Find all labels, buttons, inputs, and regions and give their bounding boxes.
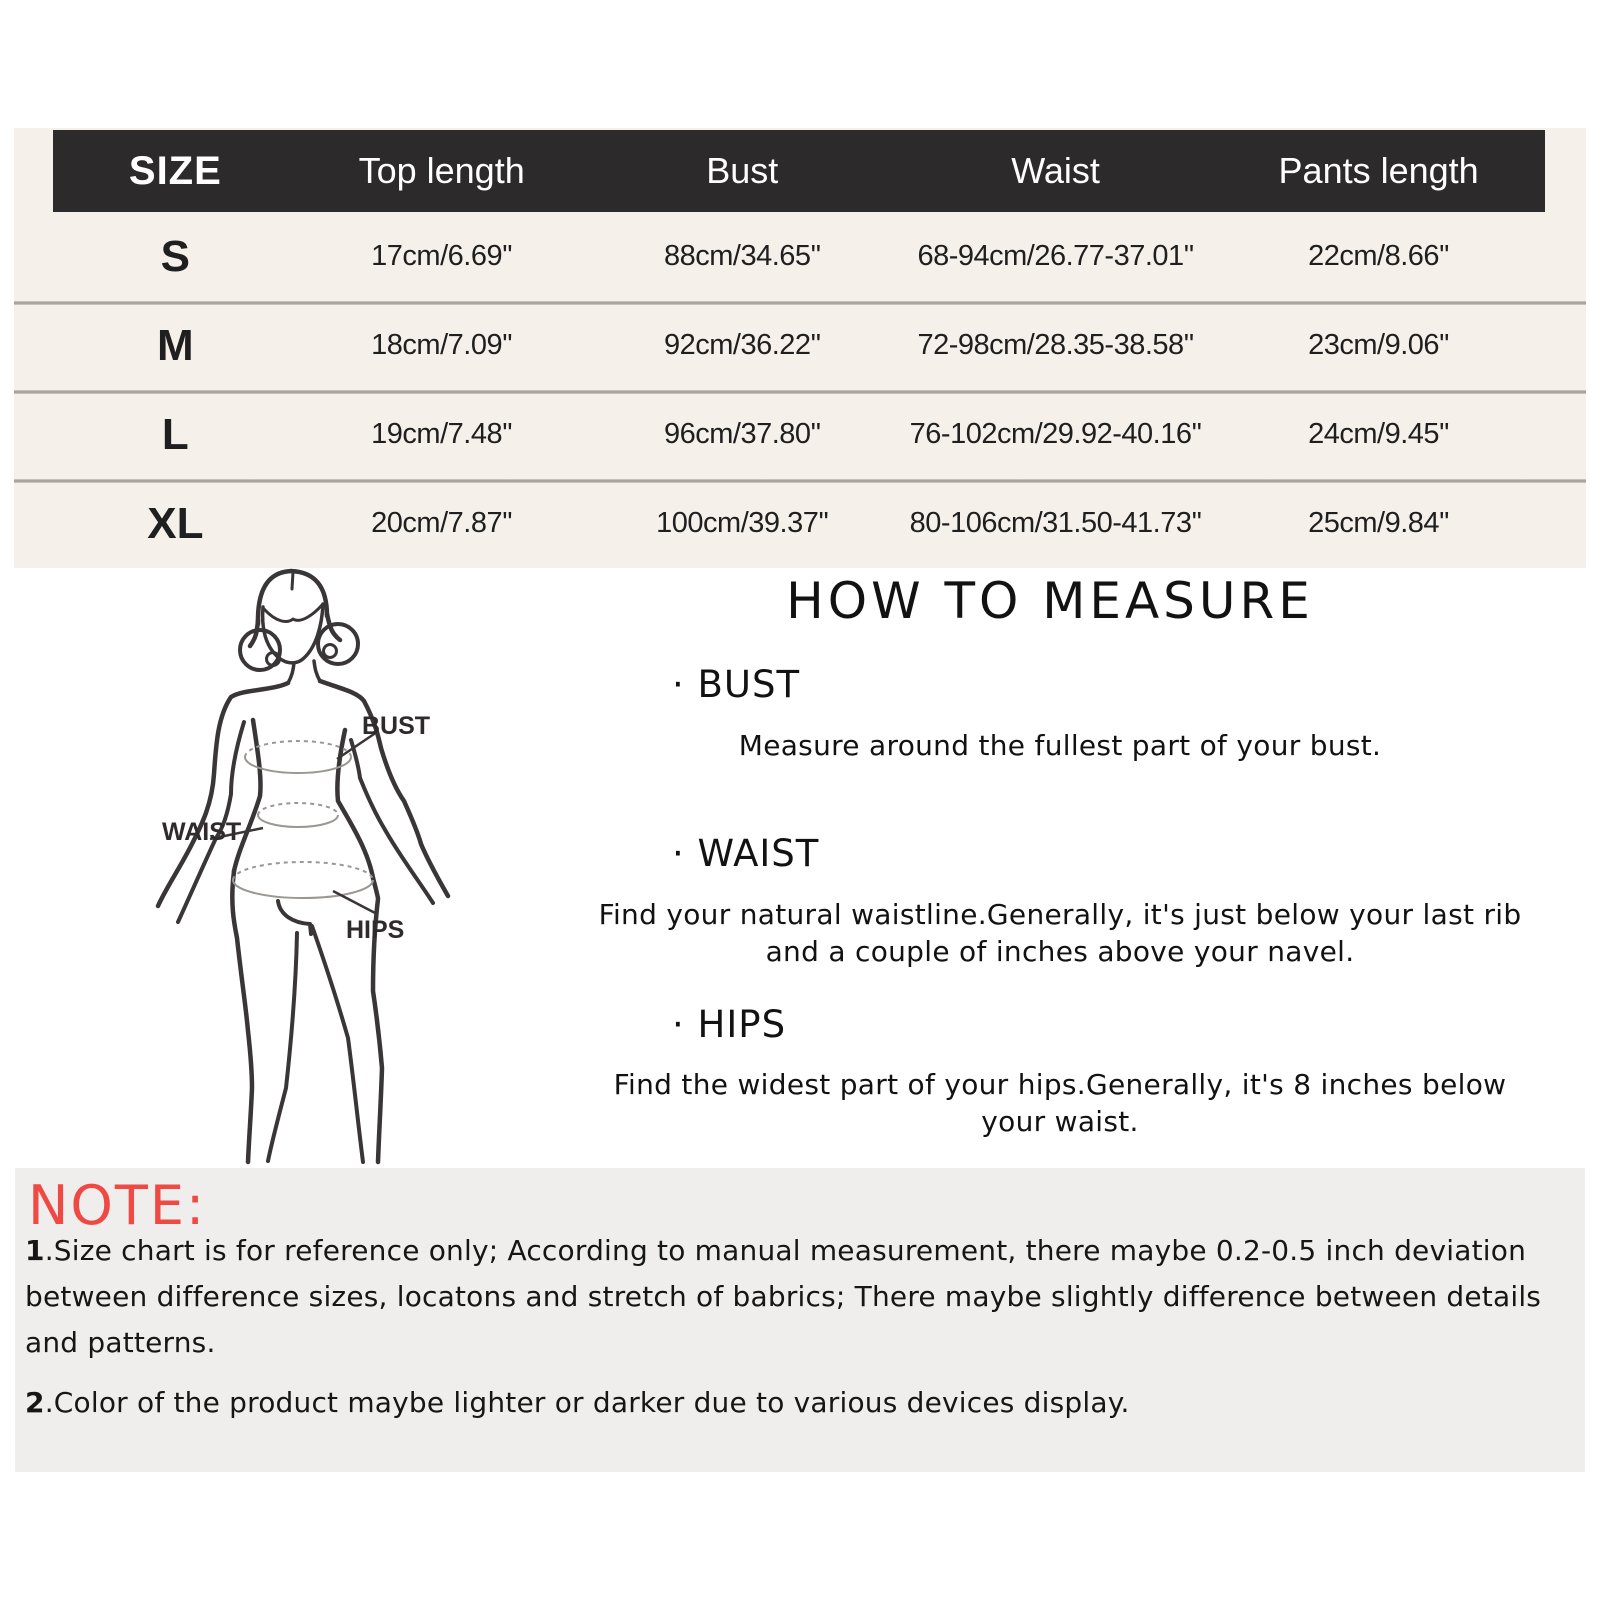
figure-hair-right [324, 611, 343, 643]
cell-top-length: 17cm/6.69'' [371, 240, 513, 272]
waist-bullet-label: · WAIST [672, 832, 820, 875]
cell-bust: 100cm/39.37'' [656, 507, 829, 539]
cell-waist: 72-98cm/28.35-38.58'' [917, 329, 1194, 361]
bust-description: Measure around the fullest part of your … [575, 727, 1545, 764]
waist-description-line: and a couple of inches above your navel. [765, 935, 1355, 968]
note-line: 1.Size chart is for reference only; Acco… [25, 1228, 1541, 1274]
cell-size: XL [147, 498, 204, 548]
figure-arm-left-outer [155, 680, 291, 909]
how-to-measure-title: HOW TO MEASURE [786, 572, 1314, 630]
hips-line-dashed [232, 861, 374, 881]
figure-hair [255, 568, 330, 627]
cell-bust: 88cm/34.65'' [663, 240, 821, 272]
row-divider [14, 479, 1586, 483]
cell-top-length: 19cm/7.48'' [371, 418, 513, 450]
bust-pointer-line [336, 730, 378, 761]
hips-description: Find the widest part of your hips.Genera… [575, 1066, 1545, 1140]
note-title: NOTE: [28, 1174, 207, 1237]
figure-earring-left [265, 651, 281, 667]
figure-leg-left-outer [230, 868, 255, 1165]
note-number: 2 [25, 1386, 45, 1419]
cell-pants-length: 25cm/9.84'' [1308, 507, 1450, 539]
waist-line [257, 814, 339, 828]
figure-leg-left-inner [266, 931, 299, 1163]
table-row-l: L 19cm/7.48'' 96cm/37.80'' 76-102cm/29.9… [53, 390, 1545, 479]
bust-line-dashed [244, 740, 352, 758]
bust-line [244, 756, 352, 774]
figure-leg-right-outer [370, 875, 385, 1165]
cell-waist: 80-106cm/31.50-41.73'' [909, 507, 1202, 539]
cell-size: M [157, 320, 194, 370]
row-divider [14, 301, 1586, 305]
size-chart-body: S 17cm/6.69'' 88cm/34.65'' 68-94cm/26.77… [53, 212, 1545, 568]
waist-description-line: Find your natural waistline.Generally, i… [598, 898, 1522, 931]
figure-neck-left [286, 661, 296, 685]
body-measurement-figure: BUST WAIST HIPS [155, 568, 451, 1165]
cell-top-length: 18cm/7.09'' [371, 329, 513, 361]
figure-neck-right [312, 659, 322, 683]
hips-pointer-line [332, 889, 378, 916]
column-header-pants-length: Pants length [1278, 150, 1479, 191]
figure-crotch [276, 899, 313, 936]
cell-top-length: 20cm/7.87'' [371, 507, 513, 539]
note-item-1: 1.Size chart is for reference only; Acco… [25, 1228, 1541, 1366]
column-header-top-length: Top length [358, 150, 525, 191]
row-divider [14, 390, 1586, 394]
waist-description: Find your natural waistline.Generally, i… [575, 896, 1545, 970]
note-text: .Color of the product maybe lighter or d… [44, 1386, 1130, 1419]
column-header-waist: Waist [1011, 150, 1100, 191]
cell-size: L [161, 409, 189, 459]
figure-arm-right-outer [317, 678, 451, 899]
table-row-s: S 17cm/6.69'' 88cm/34.65'' 68-94cm/26.77… [53, 212, 1545, 301]
cell-pants-length: 23cm/9.06'' [1308, 329, 1450, 361]
cell-pants-length: 22cm/8.66'' [1308, 240, 1450, 272]
figure-arm-left-inner [176, 720, 246, 924]
bust-description-line: Measure around the fullest part of your … [738, 729, 1382, 762]
note-line: 2.Color of the product maybe lighter or … [25, 1380, 1130, 1426]
cell-waist: 76-102cm/29.92-40.16'' [909, 418, 1202, 450]
figure-earring-right [322, 643, 338, 659]
note-text: .Size chart is for reference only; Accor… [44, 1234, 1527, 1267]
cell-bust: 92cm/36.22'' [663, 329, 821, 361]
figure-waist-label: WAIST [162, 818, 241, 846]
figure-hairline [262, 603, 324, 623]
cell-pants-length: 24cm/9.45'' [1308, 418, 1450, 450]
table-row-m: M 18cm/7.09'' 92cm/36.22'' 72-98cm/28.35… [53, 301, 1545, 390]
figure-bun-left [238, 628, 282, 672]
note-line: between difference sizes, locatons and s… [25, 1280, 1542, 1313]
figure-leg-right-inner [310, 924, 365, 1164]
figure-bun-right [316, 622, 360, 666]
note-panel: NOTE: 1.Size chart is for reference only… [15, 1168, 1585, 1472]
cell-size: S [160, 231, 191, 281]
figure-bust-label: BUST [362, 712, 430, 740]
figure-arm-right-inner [349, 738, 435, 905]
figure-hair-left [247, 617, 261, 649]
note-item-2: 2.Color of the product maybe lighter or … [25, 1380, 1130, 1426]
cell-waist: 68-94cm/26.77-37.01'' [917, 240, 1194, 272]
cell-bust: 96cm/37.80'' [663, 418, 821, 450]
hips-description-line: your waist. [981, 1105, 1139, 1138]
note-line: and patterns. [25, 1326, 216, 1359]
waist-pointer-line [209, 826, 264, 841]
bust-bullet-label: · BUST [672, 663, 801, 706]
hips-bullet-label: · HIPS [672, 1003, 787, 1046]
size-chart-header-row: SIZE Top length Bust Waist Pants length [53, 130, 1545, 212]
figure-hips-label: HIPS [346, 916, 404, 944]
column-header-size: SIZE [128, 148, 222, 193]
note-number: 1 [25, 1234, 45, 1267]
table-row-xl: XL 20cm/7.87'' 100cm/39.37'' 80-106cm/31… [53, 479, 1545, 568]
hips-description-line: Find the widest part of your hips.Genera… [613, 1068, 1507, 1101]
column-header-bust: Bust [706, 150, 779, 191]
waist-line-dashed [257, 802, 339, 816]
size-chart-table: SIZE Top length Bust Waist Pants length … [14, 128, 1586, 568]
hips-line [232, 879, 374, 899]
figure-hair-part [290, 570, 295, 591]
